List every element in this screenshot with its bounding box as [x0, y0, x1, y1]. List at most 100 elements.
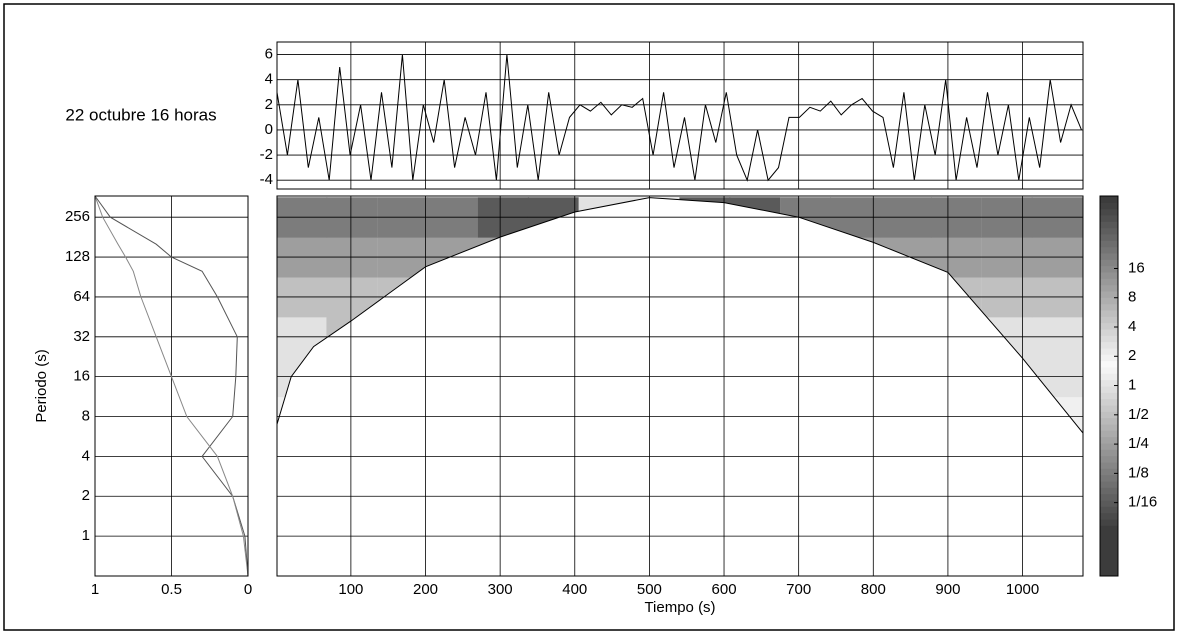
- colorbar-band: [1100, 373, 1118, 381]
- colorbar-band: [1100, 329, 1118, 336]
- colorbar-band: [1100, 291, 1118, 298]
- colorbar-band: [1100, 335, 1118, 343]
- x-tick-label: 800: [861, 581, 886, 598]
- panel-border: [1099, 195, 1119, 577]
- colorbar-band: [1100, 493, 1118, 501]
- colorbar-band: [1100, 367, 1118, 374]
- colorbar-band: [1100, 259, 1118, 267]
- colorbar-tick-label: 1/16: [1128, 494, 1157, 511]
- x-tick-label: 100: [338, 581, 363, 598]
- y-tick-label: 4: [82, 447, 90, 464]
- colorbar-band: [1100, 208, 1118, 216]
- colorbar-band: [1100, 500, 1118, 507]
- colorbar-band: [1100, 462, 1118, 469]
- y-tick-label: 16: [73, 368, 90, 385]
- x-axis-label: Tiempo (s): [644, 599, 715, 616]
- y-tick-label: 256: [65, 208, 90, 225]
- coi-mask: [277, 197, 1083, 576]
- colorbar-band: [1100, 449, 1118, 457]
- colorbar-tick-label: 1: [1128, 377, 1136, 394]
- spectrum-line: [94, 195, 249, 577]
- series-title: 22 octubre 16 horas: [65, 105, 216, 124]
- colorbar-band: [1100, 221, 1118, 229]
- x-tick-label: 1: [91, 581, 99, 598]
- colorbar-band: [1100, 405, 1118, 412]
- colorbar-tick-label: 1/2: [1128, 406, 1149, 423]
- colorbar-band: [1100, 544, 1118, 552]
- colorbar-band: [1100, 303, 1118, 311]
- colorbar-band: [1100, 436, 1118, 444]
- colorbar-band: [1100, 354, 1118, 362]
- x-tick-label: 700: [786, 581, 811, 598]
- y-tick-label: 6: [265, 46, 273, 63]
- colorbar-tick-label: 16: [1128, 259, 1145, 276]
- x-tick-label: 900: [935, 581, 960, 598]
- y-tick-label: 4: [265, 71, 273, 88]
- y-tick-label: 8: [82, 407, 90, 424]
- colorbar-tick-label: 1/8: [1128, 464, 1149, 481]
- y-tick-label: -2: [260, 146, 273, 163]
- colorbar-band: [1100, 424, 1118, 431]
- y-tick-label: 32: [73, 328, 90, 345]
- colorbar-band: [1100, 481, 1118, 488]
- x-tick-label: 1000: [1006, 581, 1039, 598]
- colorbar-tick-label: 4: [1128, 318, 1136, 335]
- y-tick-label: 0: [265, 121, 273, 138]
- colorbar-band: [1100, 487, 1118, 495]
- colorbar-band: [1100, 253, 1118, 260]
- colorbar-band: [1100, 443, 1118, 450]
- colorbar-band: [1100, 348, 1118, 355]
- colorbar-band: [1100, 398, 1118, 406]
- colorbar-band: [1100, 506, 1118, 514]
- colorbar-band: [1100, 284, 1118, 292]
- colorbar-band: [1100, 240, 1118, 248]
- colorbar-band: [1100, 417, 1118, 425]
- y-axis-label: Periodo (s): [33, 349, 50, 422]
- colorbar-band: [1100, 272, 1118, 279]
- colorbar-band: [1100, 227, 1118, 235]
- x-tick-label: 0: [244, 581, 252, 598]
- colorbar-band: [1100, 474, 1118, 482]
- colorbar-band: [1100, 215, 1118, 222]
- colorbar-band: [1100, 322, 1118, 330]
- colorbar-band: [1100, 360, 1118, 368]
- x-tick-label: 600: [712, 581, 737, 598]
- colorbar-tick-label: 1/4: [1128, 435, 1149, 452]
- y-tick-label: 1: [82, 527, 90, 544]
- colorbar-band: [1100, 196, 1118, 203]
- colorbar-band: [1100, 310, 1118, 317]
- panel-bg: [277, 42, 1083, 189]
- colorbar-band: [1100, 246, 1118, 254]
- colorbar-band: [1100, 538, 1118, 545]
- colorbar-band: [1100, 392, 1118, 400]
- colorbar-band: [1100, 531, 1118, 539]
- x-tick-label: 300: [488, 581, 513, 598]
- colorbar-band: [1100, 278, 1118, 286]
- panel-border: [94, 195, 249, 577]
- colorbar-band: [1100, 430, 1118, 438]
- x-tick-label: 0.5: [161, 581, 182, 598]
- y-tick-label: 2: [82, 487, 90, 504]
- colorbar-tick-label: 8: [1128, 289, 1136, 306]
- time-series-line: [276, 54, 1082, 182]
- colorbar-band: [1100, 341, 1118, 349]
- colorbar-band: [1100, 234, 1118, 241]
- colorbar-band: [1100, 519, 1118, 526]
- y-tick-label: 64: [73, 288, 90, 305]
- x-tick-label: 400: [562, 581, 587, 598]
- colorbar-band: [1100, 265, 1118, 273]
- colorbar-band: [1100, 411, 1118, 419]
- y-tick-label: 128: [65, 248, 90, 265]
- panel-border: [276, 195, 1084, 577]
- colorbar-band: [1100, 557, 1118, 564]
- colorbar-tick-label: 2: [1128, 347, 1136, 364]
- colorbar-band: [1100, 316, 1118, 324]
- colorbar-band: [1100, 569, 1118, 577]
- colorbar-band: [1100, 468, 1118, 476]
- x-tick-label: 500: [637, 581, 662, 598]
- colorbar-band: [1100, 455, 1118, 463]
- colorbar-band: [1100, 550, 1118, 558]
- x-tick-label: 200: [413, 581, 438, 598]
- colorbar-band: [1100, 202, 1118, 210]
